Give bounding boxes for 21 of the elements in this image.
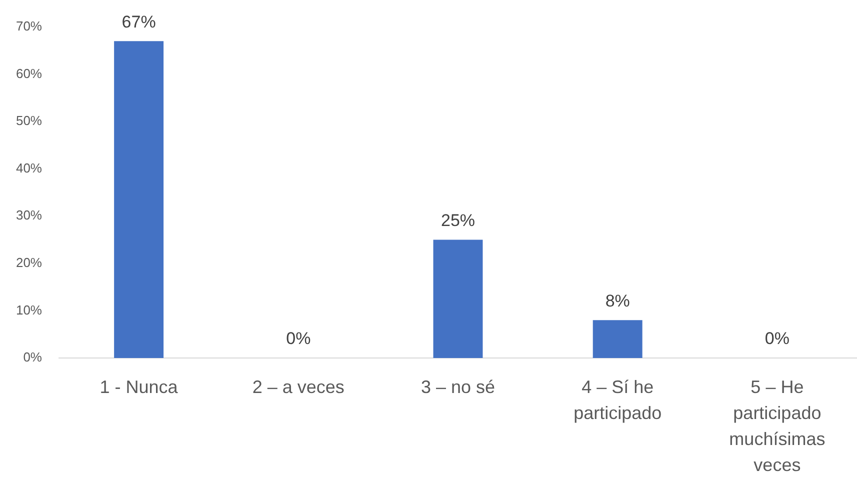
y-tick-label: 50%: [16, 113, 42, 128]
y-tick-label: 70%: [16, 18, 42, 34]
x-tick-label: 4 – Sí he participado: [574, 376, 662, 423]
data-label: 0%: [286, 329, 311, 348]
bar: [114, 41, 164, 358]
bar: [433, 240, 483, 358]
y-tick-label: 10%: [16, 302, 42, 318]
data-label: 67%: [122, 12, 156, 32]
y-tick-label: 0%: [23, 350, 42, 365]
data-label: 8%: [605, 291, 630, 310]
bar: [592, 320, 642, 358]
y-tick-label: 40%: [16, 160, 42, 176]
y-tick-label: 60%: [16, 66, 42, 81]
x-tick-label: 3 – no sé: [420, 376, 496, 397]
y-tick-label: 30%: [16, 208, 42, 223]
x-tick-label: 1 - Nunca: [100, 376, 179, 397]
x-tick-label: 2 – a veces: [252, 376, 344, 397]
x-tick-label: 5 – He participado muchísimas veces: [729, 376, 826, 475]
data-label: 0%: [764, 329, 790, 348]
y-tick-label: 20%: [16, 255, 42, 270]
data-label: 25%: [440, 210, 476, 230]
